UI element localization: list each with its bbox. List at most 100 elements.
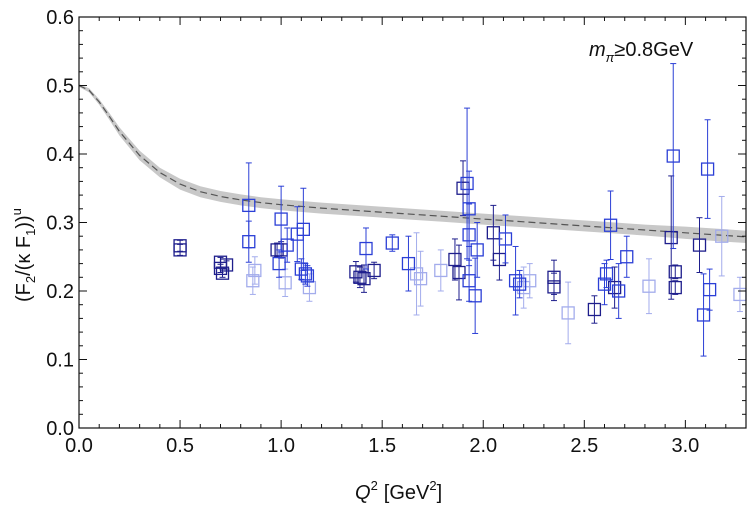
data-point xyxy=(733,276,747,313)
data-point xyxy=(700,119,715,219)
data-point xyxy=(620,235,634,278)
y-tick-label: 0.5 xyxy=(46,76,74,98)
point-marker xyxy=(385,236,399,250)
point-marker xyxy=(620,250,634,264)
data-point xyxy=(452,244,466,301)
data-point xyxy=(547,272,561,302)
axis-ticks xyxy=(78,16,747,429)
data-point xyxy=(715,195,729,277)
y-axis-title: (F2/(κ F1))u xyxy=(9,208,38,302)
point-marker xyxy=(409,267,424,281)
y-axis-sub1: 2 xyxy=(23,276,38,283)
data-point xyxy=(468,257,482,334)
point-marker xyxy=(512,277,527,291)
point-marker xyxy=(561,306,575,320)
point-marker xyxy=(668,280,682,295)
point-marker xyxy=(498,232,513,246)
point-marker xyxy=(413,272,428,286)
data-point xyxy=(508,245,523,316)
theory-curve xyxy=(78,84,747,238)
point-marker xyxy=(278,276,292,290)
data-point xyxy=(702,268,717,311)
point-marker xyxy=(173,243,187,257)
point-marker xyxy=(246,274,260,288)
theory-band xyxy=(79,84,746,243)
point-marker xyxy=(642,279,656,293)
data-point xyxy=(300,265,315,287)
data-point xyxy=(587,295,602,324)
x-axis-var-sup: 2 xyxy=(371,478,378,493)
point-marker xyxy=(470,243,484,257)
point-marker xyxy=(523,274,537,288)
point-marker xyxy=(692,238,707,252)
x-axis-unit-close: ] xyxy=(437,482,443,504)
point-marker xyxy=(353,270,367,284)
point-marker xyxy=(700,162,715,176)
point-marker xyxy=(272,256,286,271)
y-axis-sub2: 1 xyxy=(23,229,38,236)
mass-annotation: mπ≥0.8GeV xyxy=(589,39,694,65)
x-axis-unit: [GeV xyxy=(384,482,430,504)
point-marker xyxy=(280,238,294,252)
data-point xyxy=(561,281,575,345)
x-tick-label: 2.0 xyxy=(469,435,497,457)
y-tick-label: 0.6 xyxy=(46,7,74,29)
point-marker xyxy=(357,272,371,286)
data-point xyxy=(413,250,428,307)
data-point xyxy=(612,263,626,319)
point-marker xyxy=(508,274,523,288)
x-tick-label: 2.5 xyxy=(570,435,598,457)
point-marker xyxy=(242,235,256,249)
x-tick-label: 0.5 xyxy=(166,435,194,457)
point-marker xyxy=(448,252,462,267)
data-point xyxy=(296,187,311,271)
data-points xyxy=(173,63,747,357)
y-tick-label: 0.3 xyxy=(46,213,74,235)
data-point xyxy=(215,266,230,280)
point-marker xyxy=(597,277,612,291)
annotation-rest: ≥0.8GeV xyxy=(614,39,693,61)
data-point xyxy=(498,214,513,264)
data-point xyxy=(401,235,416,292)
point-marker xyxy=(587,302,602,317)
y-tick-label: 0.2 xyxy=(46,281,74,303)
series-dark xyxy=(173,160,707,324)
point-marker xyxy=(702,282,717,297)
tick-labels: 0.0 0.5 1.0 1.5 2.0 2.5 3.0 0.0 0.1 0.2 0.3 0.4 0.5 0… xyxy=(46,7,699,457)
data-point xyxy=(692,217,707,274)
data-point xyxy=(668,280,682,295)
point-marker xyxy=(462,228,476,242)
point-marker xyxy=(603,218,618,232)
point-marker xyxy=(219,258,234,272)
point-marker xyxy=(215,266,230,280)
point-marker xyxy=(599,267,614,281)
y-tick-label: 0.0 xyxy=(46,418,74,440)
y-tick-label: 0.1 xyxy=(46,350,74,372)
x-tick-label: 0.0 xyxy=(65,435,93,457)
point-marker xyxy=(468,289,482,303)
data-point xyxy=(664,175,678,300)
point-marker xyxy=(452,265,466,280)
annotation-sub: π xyxy=(606,50,615,65)
data-point xyxy=(280,227,294,263)
x-axis-title: Q2 [GeV2] xyxy=(355,478,442,504)
x-axis-var: Q xyxy=(355,482,371,504)
y-tick-label: 0.4 xyxy=(46,144,74,166)
data-point xyxy=(486,204,500,261)
series-light xyxy=(246,195,747,345)
x-tick-label: 3.0 xyxy=(671,435,699,457)
data-point xyxy=(367,261,381,280)
point-marker xyxy=(547,280,561,294)
data-point xyxy=(642,258,656,315)
point-marker xyxy=(242,198,256,213)
point-marker xyxy=(401,256,416,271)
point-marker xyxy=(666,149,680,163)
data-point xyxy=(523,263,537,299)
data-point xyxy=(272,249,286,278)
point-marker xyxy=(715,229,729,243)
series-medium xyxy=(242,63,717,357)
point-marker xyxy=(434,263,448,278)
point-marker xyxy=(274,212,288,226)
y-axis-open: (F xyxy=(13,283,35,302)
